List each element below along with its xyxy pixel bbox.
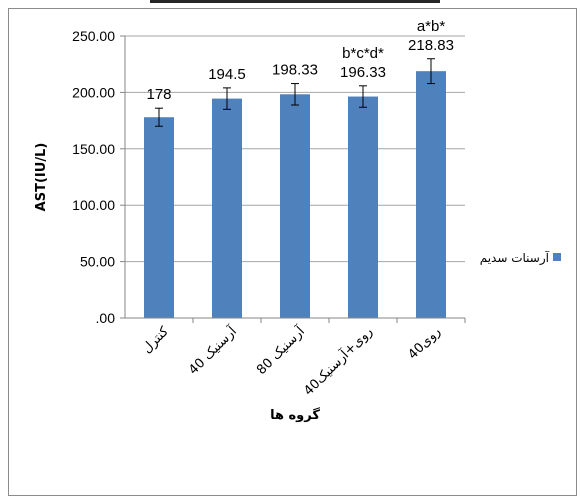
data-labels: 178 194.5 198.33 196.33 218.83 <box>146 37 453 103</box>
bar <box>416 71 446 318</box>
data-label: 178 <box>146 86 171 103</box>
y-axis-title: AST(IU/L) <box>34 143 49 212</box>
bar <box>212 98 242 318</box>
data-label: 196.33 <box>340 64 386 81</box>
top-clipped-text <box>150 0 440 3</box>
y-tick-label: 50.00 <box>80 254 115 270</box>
x-tick-label: آرسنیک 40 <box>185 322 241 378</box>
significance-label: b*c*d* <box>342 45 384 62</box>
x-tick-label: روی40 <box>405 324 443 362</box>
legend-label: آرسنات سدیم <box>480 250 550 266</box>
y-tick-label: .00 <box>96 310 116 326</box>
x-axis-title: گروه ها <box>270 407 320 423</box>
significance-label: a*b* <box>417 18 446 35</box>
chart-frame: .00 50.00 100.00 150.00 200.00 250.00 کنترل آر… <box>8 8 577 496</box>
significance-annotations: b*c*d* a*b* <box>342 18 445 62</box>
bar <box>280 94 310 319</box>
axes <box>124 36 465 319</box>
y-tick-label: 100.00 <box>72 197 115 213</box>
data-label: 198.33 <box>272 62 318 79</box>
y-tick-label: 200.00 <box>72 84 115 100</box>
legend-swatch <box>553 253 561 261</box>
data-label: 194.5 <box>208 66 246 83</box>
bar-chart: .00 50.00 100.00 150.00 200.00 250.00 کنترل آر… <box>34 18 561 423</box>
bar <box>144 117 174 318</box>
x-tick-label: کنترل <box>140 324 173 357</box>
data-label: 218.83 <box>408 37 454 54</box>
y-tick-label: 250.00 <box>72 28 115 44</box>
x-tick-label: آرسنیک 80 <box>253 322 309 378</box>
bar <box>348 96 378 318</box>
y-tick-labels: .00 50.00 100.00 150.00 200.00 250.00 <box>72 28 115 326</box>
error-bars <box>155 58 435 127</box>
top-clipped-text-strip <box>0 0 585 10</box>
y-tick-label: 150.00 <box>72 141 115 157</box>
bars <box>144 71 446 319</box>
legend: آرسنات سدیم <box>480 250 561 266</box>
x-tick-label: روی+آرسنیک40 <box>300 323 376 399</box>
